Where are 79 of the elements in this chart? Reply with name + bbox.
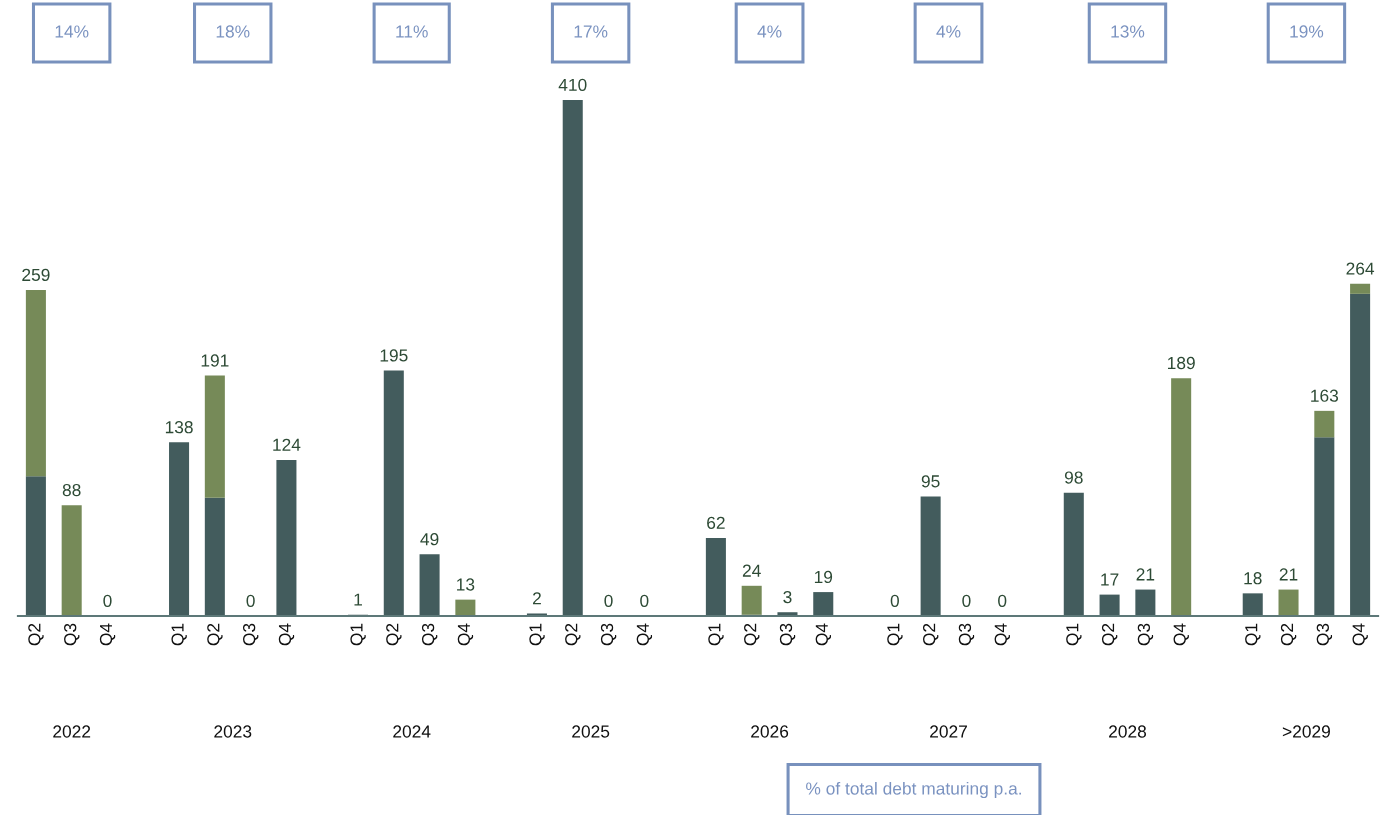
data-label: 0 xyxy=(998,594,1007,608)
text: 18% xyxy=(216,25,250,38)
data-label: 0 xyxy=(640,594,649,608)
total-label: 24 xyxy=(742,564,761,577)
text: 14% xyxy=(55,25,89,38)
data-label: 21 xyxy=(1136,568,1155,581)
x-tick-label: Q3 xyxy=(958,623,975,646)
text: 2023 xyxy=(214,725,252,738)
data-label: 0 xyxy=(246,594,255,608)
data-label: 410 xyxy=(558,78,587,92)
x-tick-label: Q3 xyxy=(1137,623,1154,646)
text: 4% xyxy=(757,25,782,38)
text: 13% xyxy=(1111,25,1145,38)
x-tick-label: Q4 xyxy=(99,623,116,646)
total-label: 259 xyxy=(22,268,50,282)
x-tick-label: Q3 xyxy=(421,623,438,646)
text: 2024 xyxy=(393,725,431,738)
x-tick-label: Q2 xyxy=(565,623,581,646)
text: 19% xyxy=(1290,25,1324,38)
text: 17% xyxy=(574,25,608,38)
data-label: 138 xyxy=(165,421,193,434)
total-label: 163 xyxy=(1311,389,1339,402)
data-label: 0 xyxy=(103,594,112,608)
data-label: 88 xyxy=(62,483,81,497)
x-tick-label: Q1 xyxy=(529,623,545,646)
data-label: 62 xyxy=(707,516,725,529)
x-tick-label: Q2 xyxy=(386,623,402,646)
x-tick-label: Q3 xyxy=(779,623,796,646)
text: 2025 xyxy=(572,725,610,738)
data-label: 0 xyxy=(962,594,971,608)
data-label: 189 xyxy=(1168,356,1195,370)
text: 4% xyxy=(936,25,961,38)
data-label: 21 xyxy=(1279,568,1298,581)
x-tick-label: Q3 xyxy=(1316,623,1333,646)
data-label: 95 xyxy=(921,475,940,488)
data-label: 195 xyxy=(380,349,408,362)
x-tick-label: Q1 xyxy=(1245,623,1261,646)
text: 2026 xyxy=(751,725,789,738)
x-tick-label: Q4 xyxy=(457,623,474,646)
x-tick-label: Q3 xyxy=(64,623,80,646)
x-tick-label: Q4 xyxy=(1352,623,1368,646)
data-label: 2 xyxy=(532,592,541,605)
x-tick-label: Q1 xyxy=(1066,623,1082,646)
x-tick-label: Q4 xyxy=(994,623,1010,646)
data-label: 124 xyxy=(273,438,301,451)
x-tick-label: Q4 xyxy=(1173,623,1189,646)
text: >2029 xyxy=(1282,725,1330,738)
data-label: 3 xyxy=(783,590,792,604)
x-tick-label: Q4 xyxy=(636,623,653,646)
x-tick-label: Q2 xyxy=(1101,623,1118,646)
x-tick-label: Q1 xyxy=(708,623,724,646)
total-label: 191 xyxy=(201,354,229,367)
text: % of total debt maturing p.a. xyxy=(806,781,1021,799)
data-label: 17 xyxy=(1101,573,1119,586)
x-tick-label: Q2 xyxy=(1280,623,1297,646)
x-tick-label: Q1 xyxy=(887,623,903,646)
text: 2022 xyxy=(53,725,91,738)
data-label: 13 xyxy=(457,578,475,591)
data-label: 18 xyxy=(1244,572,1262,585)
data-label: 0 xyxy=(604,594,613,608)
x-tick-label: Q2 xyxy=(28,623,44,646)
x-tick-label: Q2 xyxy=(207,623,223,646)
x-tick-label: Q2 xyxy=(744,623,760,646)
x-tick-label: Q1 xyxy=(350,623,366,646)
data-label: 19 xyxy=(814,570,833,584)
text: 11% xyxy=(396,25,428,38)
data-label: 0 xyxy=(890,594,899,608)
x-tick-label: Q3 xyxy=(243,623,259,646)
data-label: 49 xyxy=(420,533,439,546)
text: 2028 xyxy=(1109,725,1147,738)
x-tick-label: Q3 xyxy=(600,623,617,646)
text: 2027 xyxy=(930,725,967,738)
total-label: 264 xyxy=(1346,262,1375,275)
data-label: 98 xyxy=(1064,471,1083,484)
data-label: 1 xyxy=(354,593,362,606)
x-tick-label: Q4 xyxy=(815,623,832,646)
x-tick-label: Q4 xyxy=(278,623,295,646)
x-tick-label: Q1 xyxy=(171,623,187,646)
x-tick-label: Q2 xyxy=(923,623,939,646)
